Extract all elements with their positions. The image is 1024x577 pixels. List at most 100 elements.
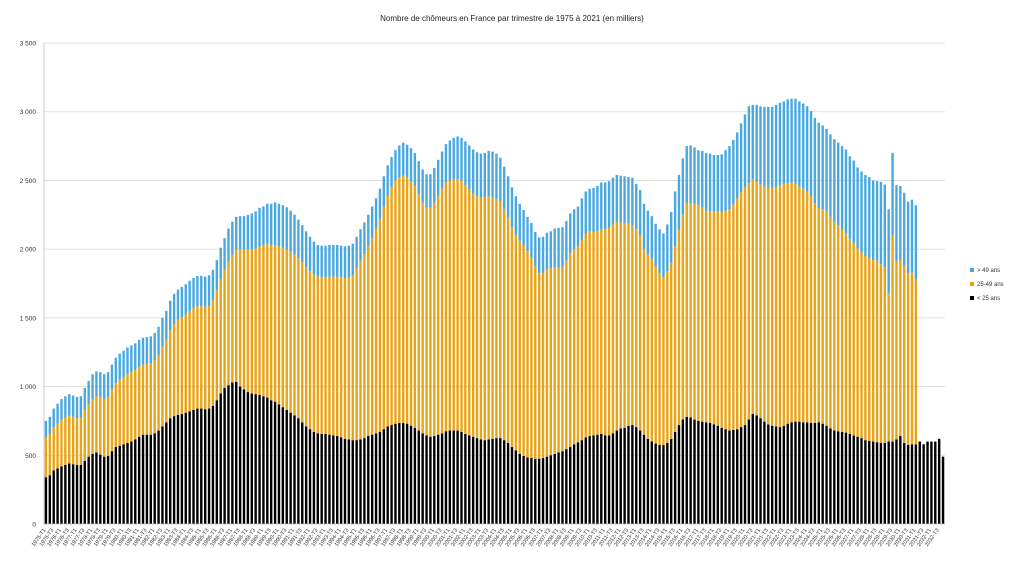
bar-segment [250, 213, 253, 250]
legend-label: 25-49 ans [977, 282, 1004, 288]
bar-segment [623, 427, 626, 524]
bar-segment [145, 363, 149, 435]
bar-segment [409, 148, 413, 182]
bar-segment [339, 277, 343, 438]
bar-segment [153, 360, 156, 434]
bar-segment [351, 275, 354, 441]
bar-segment [767, 187, 770, 425]
bar-segment [390, 187, 393, 426]
bar-segment [68, 394, 71, 416]
bar-segment [370, 238, 374, 435]
bar-segment [145, 337, 149, 364]
bar-segment [868, 440, 871, 524]
bar-segment [871, 441, 875, 524]
bar-segment [266, 397, 269, 524]
legend-swatch [970, 296, 974, 300]
bar-segment [157, 354, 160, 431]
bar-segment [242, 216, 246, 250]
bar-segment [118, 353, 121, 380]
bar-segment [681, 214, 685, 420]
bar-segment [203, 409, 207, 524]
y-tick-label: 0 [32, 522, 36, 529]
bar-segment [670, 262, 673, 439]
bar-segment [60, 419, 63, 467]
bar-segment [541, 236, 545, 273]
bar-segment [864, 174, 867, 257]
bar-segment [848, 433, 852, 524]
bar-segment [914, 205, 918, 280]
bar-segment [134, 439, 137, 524]
bar-segment [468, 145, 471, 190]
bar-segment [654, 223, 657, 267]
bar-segment [456, 136, 459, 180]
bar-segment [235, 216, 238, 250]
bar-segment [650, 258, 653, 442]
bar-segment [386, 165, 389, 196]
bar-segment [281, 205, 285, 248]
bar-segment [211, 299, 215, 406]
bar-segment [211, 405, 215, 524]
bar-segment [169, 330, 172, 419]
bar-segment [332, 276, 335, 436]
bar-segment [759, 184, 762, 419]
bar-segment [491, 151, 494, 197]
y-tick-label: 2 000 [20, 247, 37, 254]
bar-segment [848, 156, 852, 239]
bar-segment [576, 442, 580, 524]
bar-segment [549, 455, 553, 524]
bar-segment [448, 140, 452, 181]
bar-segment [910, 444, 914, 524]
bar-segment [875, 260, 879, 443]
bar-segment [774, 104, 778, 188]
bar-segment [184, 284, 187, 315]
bar-segment [405, 144, 409, 178]
bar-segment [860, 438, 863, 524]
bar-segment [273, 202, 277, 246]
bar-segment [569, 213, 572, 254]
bar-segment [503, 166, 506, 210]
bar-segment [767, 424, 770, 524]
bar-segment [332, 245, 335, 277]
bar-segment [712, 424, 716, 524]
bar-segment [522, 245, 525, 456]
bar-segment [774, 426, 778, 524]
bar-segment [328, 245, 331, 277]
bar-segment [553, 228, 556, 268]
bar-segment [743, 425, 747, 524]
bar-segment [405, 423, 409, 524]
bar-segment [425, 435, 428, 524]
bar-segment [786, 99, 789, 184]
bar-segment [627, 223, 630, 426]
bar-segment [534, 266, 537, 459]
bar-segment [836, 142, 840, 226]
bar-segment [840, 431, 844, 524]
bar-segment [106, 372, 110, 397]
bar-segment [433, 168, 436, 203]
bar-segment [809, 111, 813, 197]
bar-segment [607, 227, 611, 436]
bar-segment [934, 441, 937, 524]
bar-segment [537, 237, 541, 274]
bar-segment [883, 267, 887, 443]
bar-segment [891, 152, 894, 236]
bar-segment [169, 300, 172, 331]
bars [44, 98, 945, 524]
bar-segment [118, 445, 121, 524]
bar-segment [91, 374, 94, 399]
bar-segment [487, 439, 490, 524]
bar-segment [336, 245, 339, 277]
bar-segment [483, 196, 486, 441]
bar-segment [436, 434, 440, 524]
bar-segment [798, 101, 801, 187]
legend-label: < 25 ans [977, 296, 1000, 302]
bar-segment [510, 447, 514, 524]
bar-segment [491, 438, 494, 524]
bar-segment [530, 257, 533, 459]
bar-segment [258, 246, 261, 395]
bar-segment [646, 254, 650, 439]
bar-segment [526, 457, 529, 524]
bar-segment [895, 260, 898, 440]
bar-segment [176, 319, 180, 415]
bar-segment [638, 430, 642, 524]
